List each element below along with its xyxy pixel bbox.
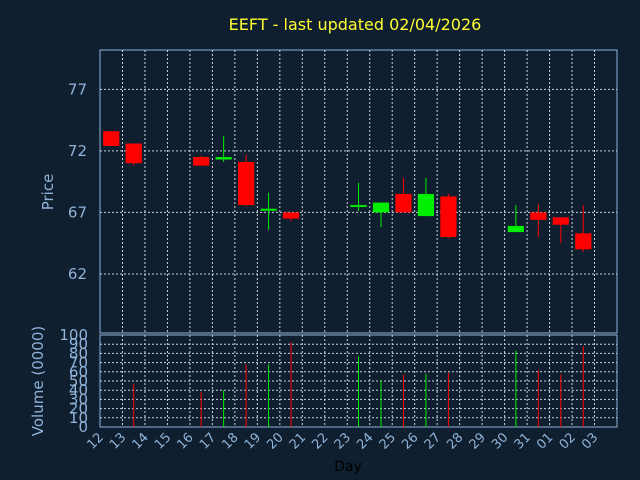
x-tick-labels: 12 13 14 15 16 17 18 19 20 21 22 23 24 25 26 27 28 29 30 31… <box>85 430 602 452</box>
candle-body <box>575 233 592 250</box>
price-y-axis-label: Price <box>39 174 57 211</box>
volume-grid <box>100 335 617 427</box>
price-plot-area <box>99 49 618 334</box>
candle-body <box>193 157 210 166</box>
volume-y-tick-label: 80 <box>69 344 88 362</box>
volume-y-tick-label: 0 <box>78 418 88 436</box>
price-grid <box>100 50 617 333</box>
volume-y-tick-label: 10 <box>69 409 88 427</box>
volume-y-tick-label: 70 <box>69 354 88 372</box>
candle-body <box>260 208 277 211</box>
x-axis-label: Day <box>334 459 362 475</box>
price-y-tick-label: 72 <box>68 142 87 160</box>
volume-y-tick-label: 60 <box>69 363 88 381</box>
volume-y-tick-label: 20 <box>69 400 88 418</box>
price-y-ticks: 62 67 72 77 <box>68 80 87 283</box>
candle-body <box>282 212 300 219</box>
candles <box>103 131 592 252</box>
candle-body <box>440 196 457 238</box>
candle-body <box>552 217 569 225</box>
candle-body <box>372 202 390 213</box>
candle-body <box>507 225 524 233</box>
chart-title: EEFT - last updated 02/04/2026 <box>229 15 482 34</box>
price-y-tick-label: 67 <box>68 203 87 221</box>
candle-body <box>417 193 435 217</box>
candle-body <box>238 161 255 206</box>
candle-body <box>103 131 120 146</box>
candle-body <box>350 205 367 208</box>
volume-y-tick-label: 100 <box>59 326 88 344</box>
volume-y-tick-label: 50 <box>69 372 88 390</box>
volume-y-tick-label: 40 <box>69 381 88 399</box>
candle-body <box>125 143 142 164</box>
price-panel: 62 67 72 77 Price <box>39 49 618 334</box>
volume-y-tick-label: 30 <box>69 390 88 408</box>
price-y-tick-label: 77 <box>68 80 87 98</box>
volume-y-tick-label: 90 <box>69 335 88 353</box>
candle-body <box>395 193 412 213</box>
candle-body <box>530 212 547 220</box>
candle-body <box>215 157 232 160</box>
price-y-tick-label: 62 <box>68 265 87 283</box>
volume-bars <box>133 342 584 427</box>
volume-y-axis-label: Volume (0000) <box>29 326 47 436</box>
